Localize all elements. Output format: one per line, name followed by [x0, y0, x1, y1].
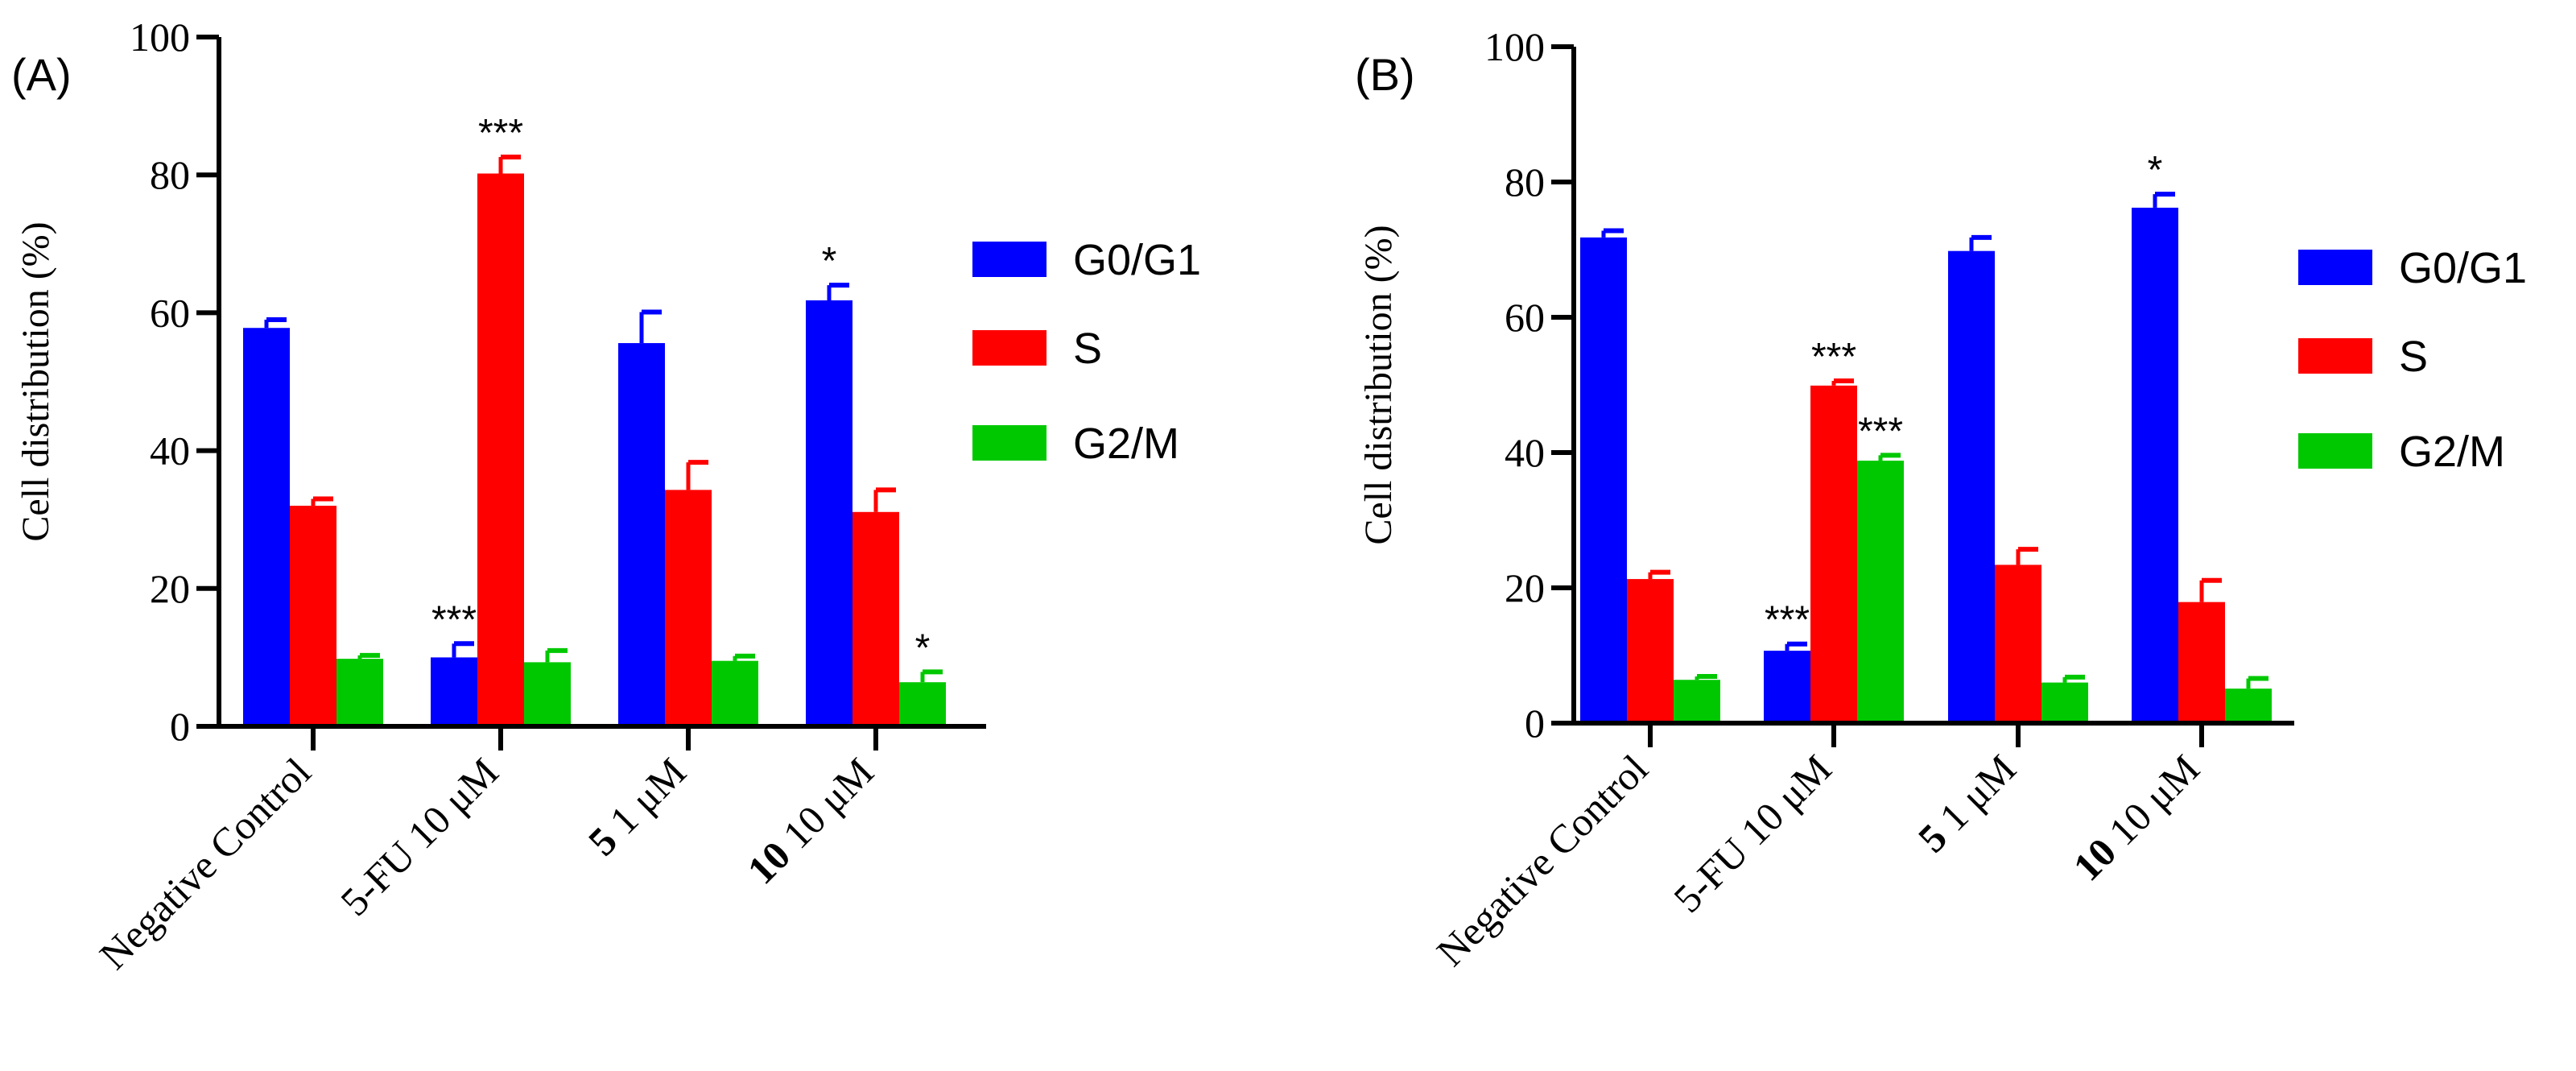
x-tick-label-text: 10 μM: [767, 749, 882, 864]
bar-g0-g1: [618, 343, 665, 726]
bar-g2-m: [1674, 680, 1720, 723]
y-tick-label: 100: [130, 14, 190, 60]
x-tick-label-text: Negative Control: [91, 749, 320, 978]
x-tick-label: 10 10 μM: [738, 749, 881, 892]
bar-g2-m: [899, 682, 946, 726]
y-tick-label: 60: [150, 290, 190, 335]
significance-marker: *: [915, 626, 931, 669]
y-tick-label: 80: [1505, 159, 1545, 205]
legend-swatch: [2298, 250, 2372, 285]
y-axis-title: Cell distribution (%): [14, 221, 57, 541]
bar-g2-m: [2225, 688, 2272, 723]
bar-s: [1995, 564, 2041, 723]
bar-s: [290, 506, 336, 726]
x-tick-label-text: 5-FU 10 μM: [332, 749, 507, 924]
y-tick-label: 100: [1484, 24, 1545, 69]
significance-marker: ***: [1811, 336, 1856, 378]
panel-label: (A): [11, 49, 72, 100]
bar-g2-m: [1857, 461, 1904, 723]
x-tick-label: Negative Control: [1428, 746, 1657, 974]
bar-s: [1627, 579, 1674, 723]
bar-g2-m: [524, 662, 571, 726]
legend-swatch: [972, 242, 1046, 277]
y-tick-label: 0: [1525, 701, 1545, 746]
y-tick-label: 0: [170, 704, 190, 749]
bar-g0-g1: [243, 328, 290, 726]
bar-g0-g1: [1764, 651, 1810, 723]
significance-marker: ***: [478, 112, 523, 155]
legend-label: G2/M: [2399, 428, 2505, 476]
bar-g2-m: [336, 659, 383, 726]
legend-swatch: [2298, 433, 2372, 469]
panel-a: (A)Cell distribution (%)020406080100****…: [11, 14, 1201, 978]
x-tick-label-text: 10 μM: [2093, 746, 2208, 861]
bar-g0-g1: [431, 657, 477, 726]
y-tick-label: 20: [150, 566, 190, 611]
legend-swatch: [972, 330, 1046, 366]
legend-label: G0/G1: [2399, 244, 2527, 292]
x-tick-label-text: Negative Control: [1428, 746, 1657, 974]
significance-marker: ***: [1765, 599, 1810, 642]
y-tick-label: 60: [1505, 295, 1545, 340]
legend-label: G2/M: [1073, 420, 1179, 468]
significance-marker: ***: [1858, 410, 1903, 453]
bar-s: [1810, 385, 1857, 723]
x-tick-label: 5-FU 10 μM: [1665, 746, 1840, 921]
y-tick-label: 40: [150, 428, 190, 473]
bar-s: [477, 173, 524, 726]
legend-label: G0/G1: [1073, 236, 1201, 284]
bar-g2-m: [712, 660, 758, 726]
bar-s: [852, 511, 899, 726]
x-tick-label: 10 10 μM: [2064, 746, 2207, 889]
y-axis-title: Cell distribution (%): [1357, 225, 1400, 544]
y-tick-label: 20: [1505, 565, 1545, 610]
significance-marker: ***: [431, 598, 477, 641]
legend-label: S: [2399, 333, 2428, 381]
legend-label: S: [1073, 325, 1102, 373]
y-tick-label: 40: [1505, 430, 1545, 475]
y-tick-label: 80: [150, 152, 190, 197]
x-tick-label: Negative Control: [91, 749, 320, 978]
x-tick-label-text: 5-FU 10 μM: [1665, 746, 1840, 921]
bar-g0-g1: [2132, 207, 2178, 723]
legend-swatch: [2298, 338, 2372, 374]
x-tick-label: 5 1 μM: [580, 749, 695, 864]
x-tick-label: 5 1 μM: [1909, 746, 2025, 861]
bar-g0-g1: [806, 300, 852, 726]
panel-label: (B): [1355, 49, 1415, 100]
legend-swatch: [972, 425, 1046, 461]
significance-marker: *: [822, 240, 837, 283]
bar-s: [2178, 602, 2225, 723]
x-tick-label: 5-FU 10 μM: [332, 749, 507, 924]
bar-g0-g1: [1948, 250, 1995, 723]
bar-g0-g1: [1580, 237, 1627, 723]
bar-s: [665, 490, 712, 726]
significance-marker: *: [2148, 149, 2163, 192]
bar-g2-m: [2041, 682, 2088, 723]
panel-b: (B)Cell distribution (%)020406080100****…: [1355, 24, 2527, 974]
